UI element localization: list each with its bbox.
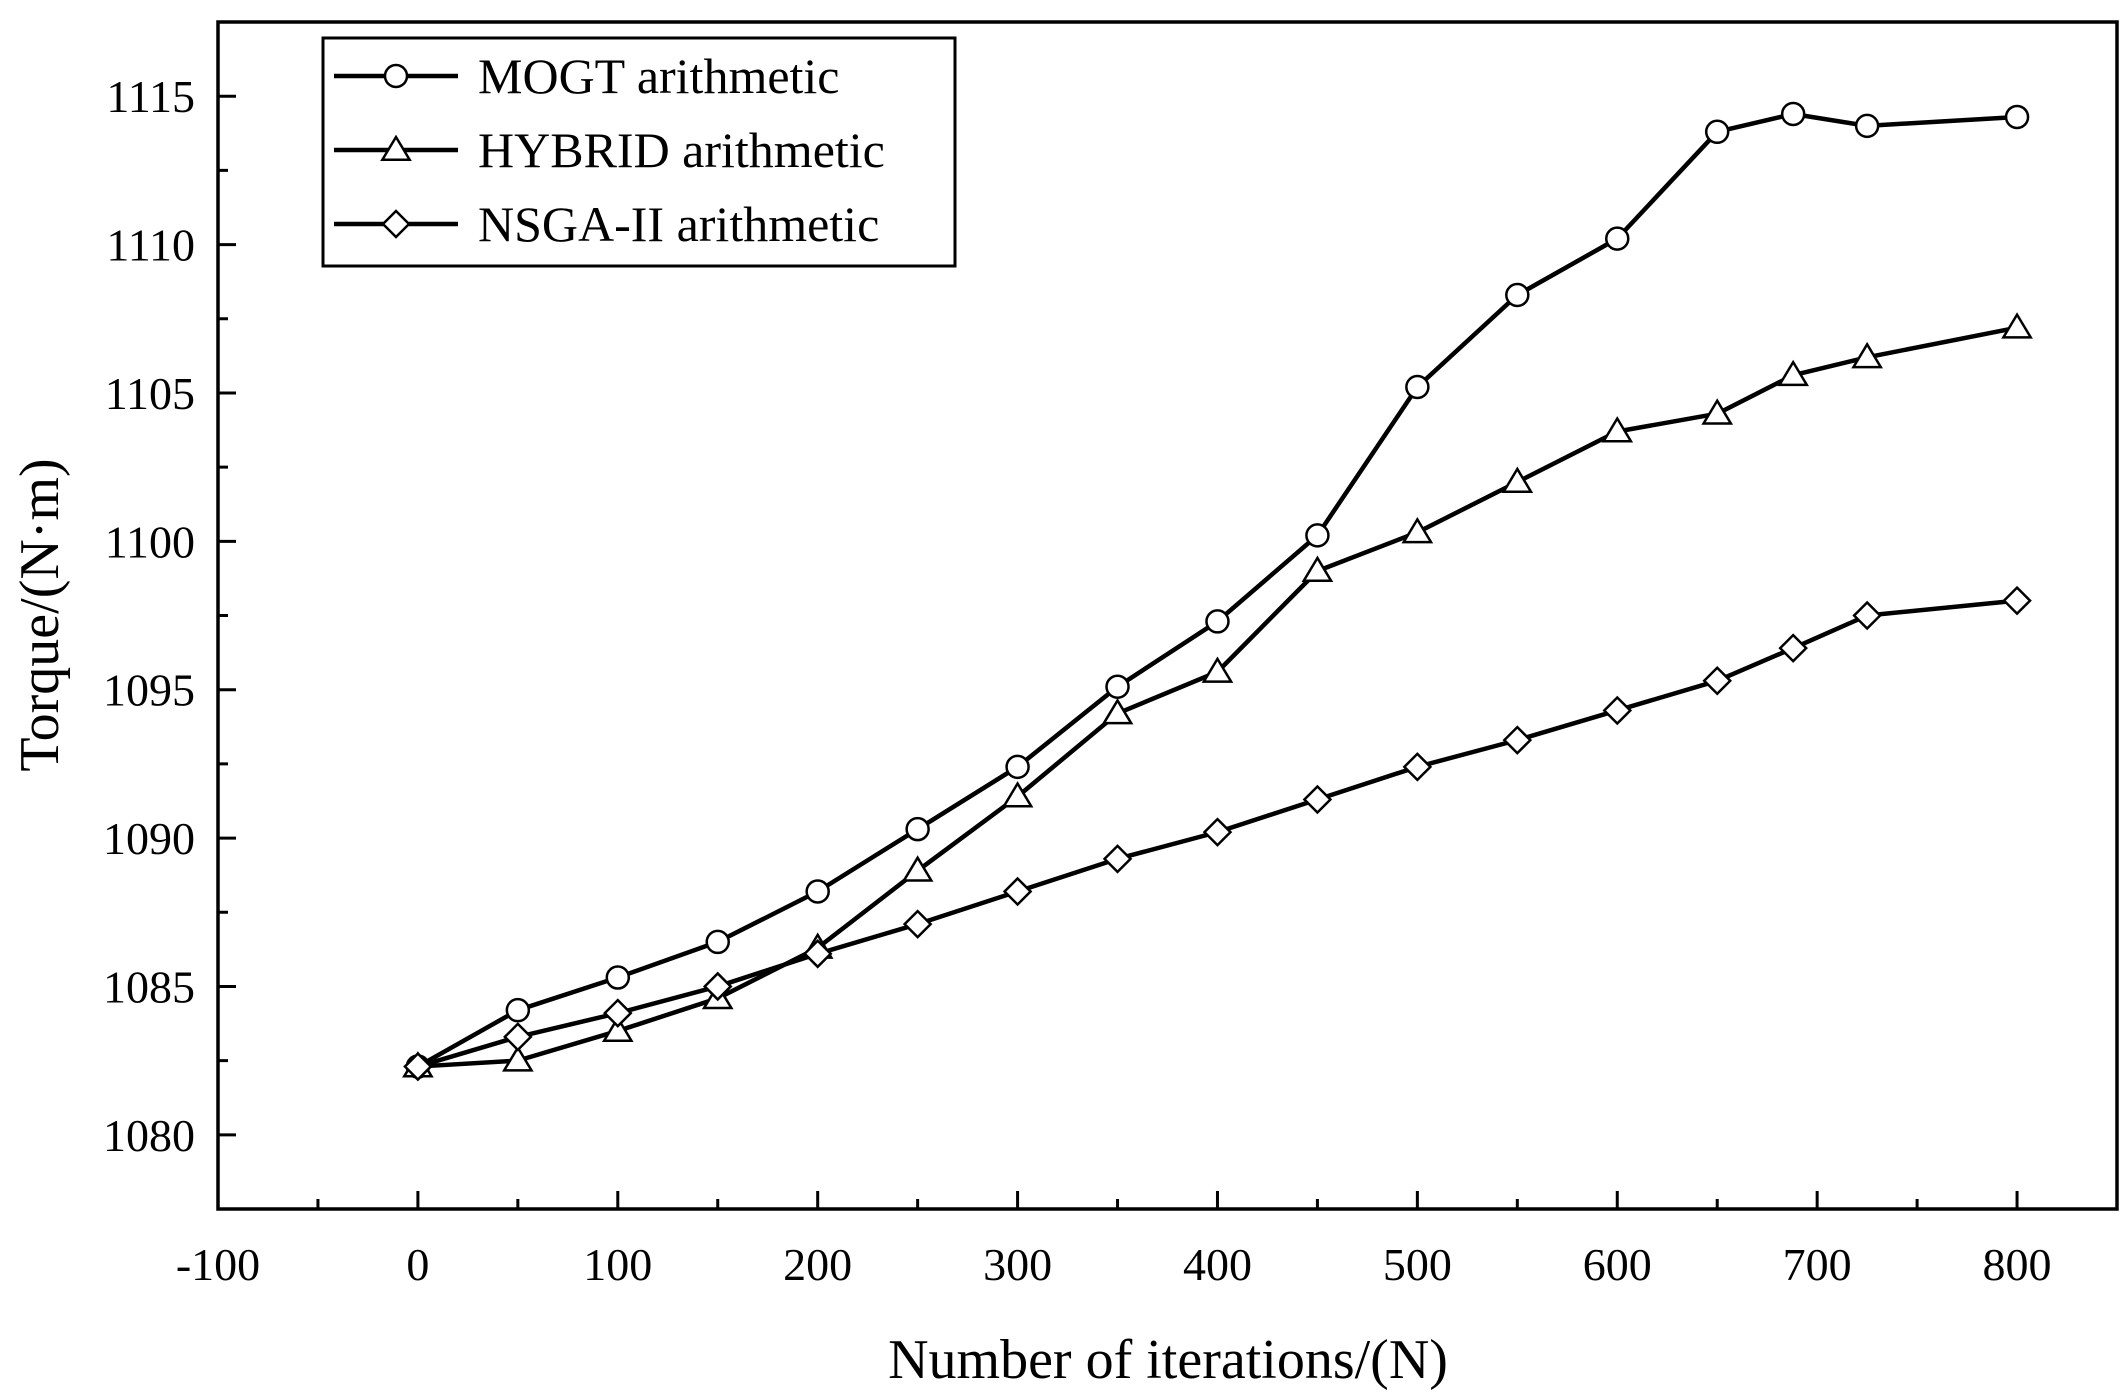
y-tick-label: 1080	[103, 1110, 195, 1161]
legend-marker-diamond	[381, 209, 411, 239]
data-point-circle	[705, 929, 730, 955]
data-point-diamond	[2002, 585, 2032, 616]
data-point-diamond	[1602, 695, 1633, 726]
data-point-triangle	[501, 1045, 534, 1072]
data-point-triangle	[2001, 312, 2033, 339]
x-tick-label: 100	[583, 1239, 652, 1290]
data-point-diamond	[403, 1051, 433, 1082]
data-point-diamond	[1402, 752, 1433, 782]
data-point-circle	[1005, 754, 1030, 780]
x-tick-label: 700	[1783, 1239, 1852, 1290]
data-point-diamond	[1102, 844, 1133, 874]
data-point-circle	[905, 816, 930, 842]
data-point-circle	[1605, 226, 1630, 251]
y-tick-label: 1115	[106, 71, 195, 122]
data-point-circle	[1854, 113, 1880, 139]
x-tick-label: 0	[406, 1239, 429, 1290]
data-point-diamond	[603, 998, 633, 1028]
legend-label: HYBRID arithmetic	[478, 122, 885, 178]
data-point-triangle	[601, 1015, 634, 1042]
x-axis-ticks: -100 0 100 200 300 400 500 600 700 800	[176, 1191, 2052, 1290]
y-axis-ticks: 1080 1085 1090 1095 1100 1105 1110 1115	[103, 71, 236, 1161]
data-point-triangle	[901, 855, 934, 882]
data-point-diamond	[1202, 817, 1233, 847]
data-point-circle	[1105, 674, 1130, 699]
data-point-circle	[1704, 119, 1730, 145]
y-tick-label: 1095	[103, 665, 195, 716]
data-point-triangle	[1777, 359, 1810, 387]
series-circle	[405, 101, 2030, 1079]
x-tick-label: 800	[1983, 1239, 2052, 1290]
data-point-triangle	[1301, 555, 1334, 582]
x-tick-label: 600	[1583, 1239, 1652, 1290]
data-point-diamond	[1002, 876, 1033, 907]
data-point-circle	[1305, 523, 1330, 548]
x-tick-label: 200	[783, 1239, 852, 1290]
data-point-diamond	[1302, 784, 1333, 815]
data-point-circle	[1205, 609, 1230, 634]
y-tick-label: 1090	[103, 813, 195, 864]
data-point-diamond	[1852, 600, 1882, 631]
x-axis-title: Number of iterations/(N)	[888, 1329, 1448, 1391]
y-tick-label: 1100	[105, 516, 195, 567]
data-point-triangle	[1101, 697, 1134, 725]
y-tick-label: 1110	[106, 220, 195, 271]
data-point-triangle	[1701, 398, 1734, 425]
data-point-triangle	[1601, 416, 1634, 443]
x-tick-label: 400	[1183, 1239, 1252, 1290]
data-point-diamond	[1702, 666, 1732, 696]
data-point-triangle	[1201, 656, 1234, 683]
x-tick-label: -100	[176, 1239, 260, 1290]
legend-label: NSGA-II arithmetic	[478, 196, 879, 252]
data-point-diamond	[902, 909, 933, 939]
data-point-triangle	[1001, 781, 1034, 808]
data-point-circle	[1405, 374, 1430, 400]
data-point-circle	[1780, 101, 1806, 127]
y-axis-title: Torque/(N·m)	[9, 458, 71, 771]
data-point-circle	[2004, 104, 2030, 130]
data-point-diamond	[802, 939, 833, 969]
x-tick-label: 500	[1383, 1239, 1452, 1290]
data-point-circle	[1505, 282, 1530, 308]
series-diamond	[403, 585, 2032, 1082]
data-point-diamond	[503, 1022, 533, 1052]
data-point-triangle	[1851, 341, 1883, 369]
data-point-diamond	[1502, 725, 1533, 755]
legend-marker-circle	[383, 63, 409, 89]
y-tick-label: 1105	[105, 368, 195, 419]
data-point-diamond	[1778, 633, 1808, 663]
legend-label: MOGT arithmetic	[478, 48, 840, 104]
x-tick-label: 300	[983, 1239, 1052, 1290]
data-point-circle	[505, 997, 531, 1023]
data-point-triangle	[1401, 516, 1434, 544]
data-point-circle	[805, 879, 830, 904]
series-layer	[402, 101, 2033, 1082]
legend: MOGT arithmetic HYBRID arithmetic NSGA-II …	[321, 36, 957, 268]
data-point-triangle	[1501, 466, 1534, 493]
data-point-circle	[605, 965, 631, 990]
data-point-diamond	[702, 971, 733, 1002]
legend-marker-triangle	[380, 134, 412, 161]
y-tick-label: 1085	[103, 961, 195, 1012]
